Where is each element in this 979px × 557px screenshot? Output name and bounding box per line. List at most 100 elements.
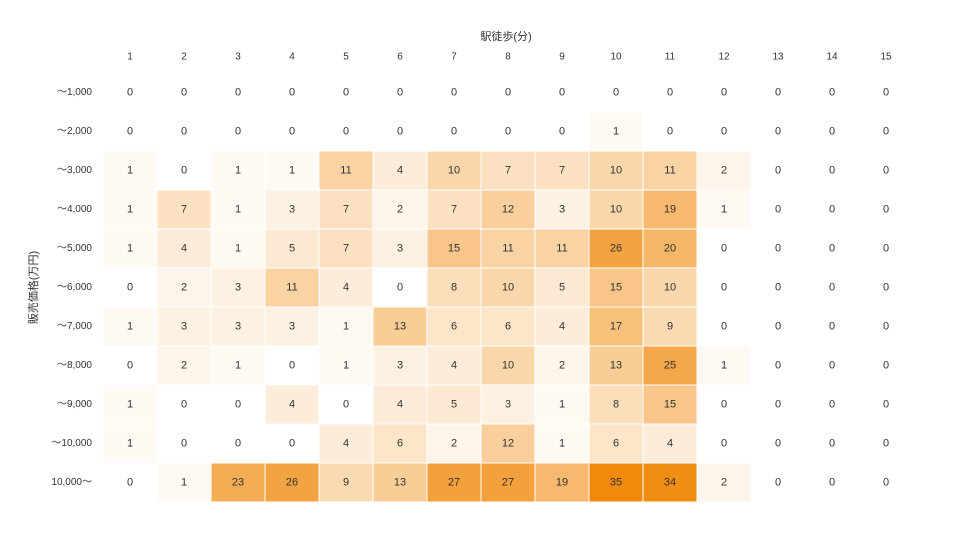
cell-value-label: 5	[289, 243, 295, 255]
cell-value-label: 9	[667, 321, 673, 333]
x-tick-label: 1	[127, 52, 133, 63]
cell-value-label: 0	[289, 438, 295, 450]
heatmap-cell	[103, 268, 157, 307]
heatmap-cell	[265, 73, 319, 112]
heatmap-cell	[535, 190, 589, 229]
cell-value-label: 7	[343, 204, 349, 216]
cell-value-label: 1	[343, 321, 349, 333]
cell-value-label: 3	[559, 204, 565, 216]
heatmap-cell	[265, 463, 319, 502]
cell-value-label: 8	[451, 282, 457, 294]
cell-value-label: 0	[559, 126, 565, 138]
cell-value-label: 20	[664, 243, 676, 255]
cell-value-label: 13	[394, 321, 406, 333]
cell-value-label: 13	[394, 477, 406, 489]
heatmap-cell	[157, 151, 211, 190]
cell-value-label: 0	[775, 321, 781, 333]
cell-value-label: 7	[505, 165, 511, 177]
cell-value-label: 34	[664, 477, 676, 489]
heatmap-cell	[535, 424, 589, 463]
heatmap-cell	[373, 151, 427, 190]
heatmap-cell	[643, 268, 697, 307]
heatmap-cell	[643, 424, 697, 463]
cell-value-label: 15	[664, 399, 676, 411]
cell-value-label: 0	[451, 87, 457, 99]
heatmap-cell	[535, 385, 589, 424]
heatmap-cell	[373, 307, 427, 346]
heatmap-cell	[643, 463, 697, 502]
cell-value-label: 3	[181, 321, 187, 333]
x-tick-label: 7	[451, 52, 457, 63]
cell-value-label: 0	[127, 126, 133, 138]
cell-value-label: 8	[613, 399, 619, 411]
cell-value-label: 13	[610, 360, 622, 372]
heatmap-cell	[103, 346, 157, 385]
x-tick-label: 14	[826, 52, 838, 63]
cell-value-label: 0	[181, 87, 187, 99]
cell-value-label: 11	[556, 243, 567, 255]
heatmap-cell	[319, 346, 373, 385]
cell-value-label: 0	[397, 87, 403, 99]
heatmap-cell	[211, 346, 265, 385]
cell-value-label: 3	[397, 243, 403, 255]
heatmap-cell	[427, 190, 481, 229]
cell-value-label: 0	[235, 126, 241, 138]
heatmap-cell	[157, 112, 211, 151]
cell-value-label: 0	[829, 87, 835, 99]
cell-value-label: 17	[610, 321, 622, 333]
heatmap-cell	[103, 385, 157, 424]
cell-value-label: 7	[559, 165, 565, 177]
heatmap-cell	[535, 229, 589, 268]
cell-value-label: 0	[883, 126, 889, 138]
cell-value-label: 3	[289, 321, 295, 333]
cell-value-label: 6	[397, 438, 403, 450]
cell-value-label: 0	[289, 87, 295, 99]
x-axis-ticks: 1 2 3 4 5 6 7 8 9 10 11 12 13 14 15	[127, 52, 892, 63]
cell-value-label: 0	[883, 438, 889, 450]
cell-value-label: 0	[883, 87, 889, 99]
y-tick-label: ～5,000	[57, 243, 92, 254]
cell-value-label: 1	[127, 438, 133, 450]
cell-value-label: 11	[502, 243, 513, 255]
cell-value-label: 4	[181, 243, 187, 255]
heatmap-cell	[697, 268, 751, 307]
heatmap-cell	[697, 307, 751, 346]
heatmap-cell	[157, 190, 211, 229]
heatmap-cell	[211, 307, 265, 346]
heatmap-cell	[157, 463, 211, 502]
cell-value-label: 6	[613, 438, 619, 450]
heatmap-cell	[319, 190, 373, 229]
heatmap-cell	[319, 112, 373, 151]
cell-value-label: 2	[721, 477, 727, 489]
heatmap-cell	[373, 229, 427, 268]
heatmap-cell	[481, 385, 535, 424]
heatmap-cell	[319, 463, 373, 502]
cell-value-label: 2	[721, 165, 727, 177]
cell-value-label: 1	[127, 243, 133, 255]
heatmap-cell	[589, 424, 643, 463]
y-tick-label: ～10,000	[51, 438, 92, 449]
cell-value-label: 0	[181, 399, 187, 411]
heatmap-cell	[697, 346, 751, 385]
heatmap-cell	[589, 346, 643, 385]
cell-value-label: 0	[883, 399, 889, 411]
cell-value-label: 0	[829, 204, 835, 216]
cell-value-label: 0	[721, 399, 727, 411]
cell-value-label: 26	[286, 477, 298, 489]
heatmap-cell	[481, 112, 535, 151]
cell-value-label: 0	[829, 438, 835, 450]
heatmap-cell	[211, 463, 265, 502]
heatmap-cell	[481, 424, 535, 463]
y-tick-label: ～2,000	[57, 126, 92, 137]
heatmap-cell	[319, 307, 373, 346]
heatmap-cell	[265, 151, 319, 190]
y-axis-title: 販売価格(万円)	[26, 251, 40, 324]
heatmap-cell	[211, 73, 265, 112]
heatmap-cell	[643, 73, 697, 112]
cell-value-label: 0	[883, 204, 889, 216]
heatmap-cell	[589, 307, 643, 346]
heatmap-cell	[265, 190, 319, 229]
cell-value-label: 0	[775, 243, 781, 255]
heatmap-cell	[481, 463, 535, 502]
